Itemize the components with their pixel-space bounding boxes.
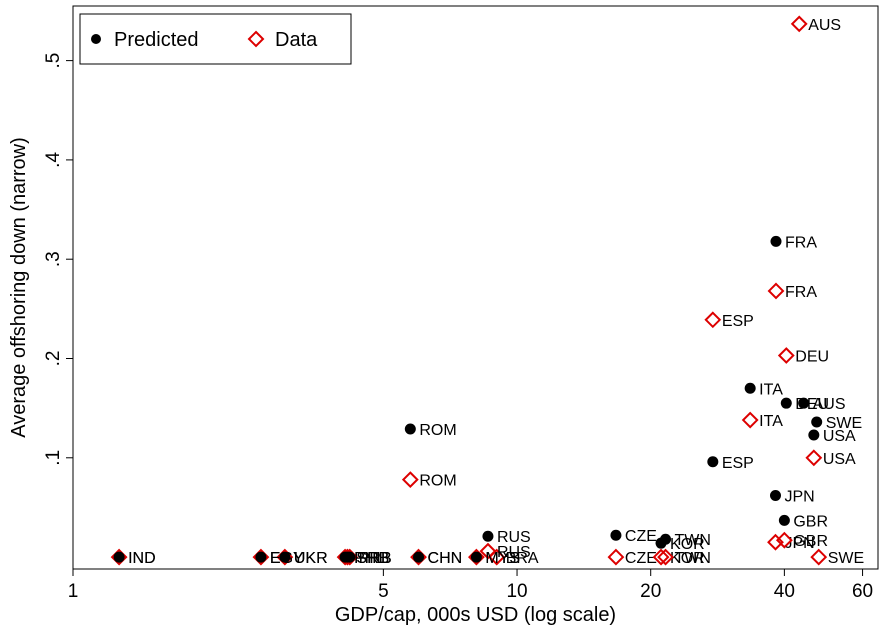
data-point-label: KOR: [670, 550, 705, 567]
predicted-point-rom: [404, 423, 416, 435]
y-tick-label: .2: [43, 351, 64, 367]
data-point-label: PHL: [354, 550, 385, 567]
data-point-esp: [704, 311, 722, 329]
x-tick-label: 5: [378, 581, 389, 602]
y-axis: .1 .2 .3 .4 .5: [43, 53, 73, 466]
x-tick-label: 20: [640, 581, 661, 602]
data-point-label: IND: [128, 550, 156, 567]
predicted-point-label: FRA: [785, 234, 817, 251]
data-point-swe: [810, 548, 828, 566]
data-point-label: AUS: [808, 17, 841, 34]
predicted-point-label: MYS: [485, 550, 520, 567]
predicted-point-chn: [413, 551, 425, 563]
data-point-label: TWN: [675, 550, 711, 567]
predicted-point-label: ITA: [759, 381, 783, 398]
x-tick-label: 10: [506, 581, 527, 602]
data-point-label: SWE: [828, 550, 864, 567]
y-axis-title: Average offshoring down (narrow): [8, 137, 30, 438]
data-point-jpn: [767, 533, 784, 551]
predicted-point-label: GBR: [793, 513, 828, 530]
predicted-point-label: JPN: [784, 489, 814, 506]
predicted-point-label: KOR: [670, 536, 705, 553]
y-tick-label: .3: [43, 251, 64, 267]
predicted-point-ukr: [279, 551, 291, 563]
data-point-label: ITA: [759, 413, 783, 430]
predicted-point-label: ESP: [722, 455, 754, 472]
predicted-point-label: ROM: [419, 422, 456, 439]
data-point-label: PRB: [359, 550, 392, 567]
data-point-twn: [657, 548, 674, 566]
points-layer: INDEGYUKRPHLSRBPRBCHNMYSBRARUSCZEKORTWNR…: [110, 15, 864, 567]
predicted-point-deu: [780, 397, 792, 409]
predicted-point-label: TWN: [675, 532, 711, 549]
data-point-rus: [479, 542, 497, 560]
predicted-point-prb: [344, 551, 356, 563]
predicted-point-label: SRB: [356, 550, 389, 567]
predicted-point-aus: [798, 397, 810, 409]
data-point-label: USA: [823, 451, 856, 468]
predicted-point-label: UKR: [294, 550, 328, 567]
predicted-point-label: RUS: [497, 529, 531, 546]
predicted-point-label: SWE: [826, 415, 862, 432]
predicted-point-mys: [470, 551, 482, 563]
x-tick-label: 1: [68, 581, 79, 602]
data-point-label: DEU: [795, 349, 829, 366]
data-point-deu: [777, 347, 795, 364]
data-point-gbr: [775, 531, 793, 549]
predicted-point-ind: [113, 551, 125, 563]
legend: Predicted Data: [79, 13, 352, 65]
data-point-rom: [401, 471, 419, 489]
predicted-point-ita: [744, 382, 756, 394]
data-point-label: UKR: [294, 550, 328, 567]
data-point-kor: [652, 548, 670, 566]
predicted-point-cze: [610, 529, 622, 541]
legend-data-label: Data: [275, 29, 318, 51]
data-point-fra: [767, 282, 785, 300]
legend-predicted-label: Predicted: [114, 29, 199, 51]
legend-box: [79, 13, 352, 65]
data-point-aus: [790, 15, 808, 33]
predicted-point-rus: [482, 530, 494, 542]
predicted-point-label: USA: [823, 428, 856, 445]
predicted-point-fra: [770, 235, 782, 247]
predicted-point-label: CHN: [428, 550, 463, 567]
data-point-label: CHN: [428, 550, 463, 567]
predicted-point-egy: [255, 551, 267, 563]
y-tick-label: .4: [43, 152, 64, 168]
predicted-point-esp: [707, 456, 719, 468]
data-point-label: FRA: [785, 284, 817, 301]
x-axis: 1 5 10 20 40 60: [68, 569, 873, 602]
data-point-label: BRA: [506, 550, 539, 567]
data-point-label: RUS: [497, 544, 531, 561]
data-point-cze: [607, 548, 625, 566]
predicted-point-swe: [811, 416, 823, 428]
data-point-label: ROM: [419, 473, 456, 490]
predicted-point-usa: [808, 429, 820, 441]
y-tick-label: .5: [43, 53, 64, 69]
predicted-point-label: CZE: [625, 528, 657, 545]
data-point-label: JPN: [784, 535, 814, 552]
legend-predicted-marker: [91, 34, 101, 44]
predicted-point-label: PRB: [359, 550, 392, 567]
data-point-label: ESP: [722, 313, 754, 330]
data-point-label: CZE: [625, 550, 657, 567]
x-axis-title: GDP/cap, 000s USD (log scale): [335, 604, 616, 625]
data-point-usa: [805, 449, 823, 467]
y-tick-label: .1: [43, 450, 64, 466]
data-point-label: SRB: [356, 550, 389, 567]
predicted-point-label: IND: [128, 550, 156, 567]
x-tick-label: 40: [774, 581, 795, 602]
predicted-point-gbr: [778, 514, 790, 526]
x-tick-label: 60: [852, 581, 873, 602]
predicted-point-label: AUS: [813, 396, 846, 413]
predicted-point-kor: [655, 537, 667, 549]
predicted-point-label: PHL: [354, 550, 385, 567]
data-point-label: GBR: [793, 533, 828, 550]
legend-data-marker: [247, 30, 265, 48]
data-point-ita: [741, 411, 759, 429]
predicted-point-jpn: [769, 490, 781, 502]
plot-frame: [72, 5, 879, 570]
